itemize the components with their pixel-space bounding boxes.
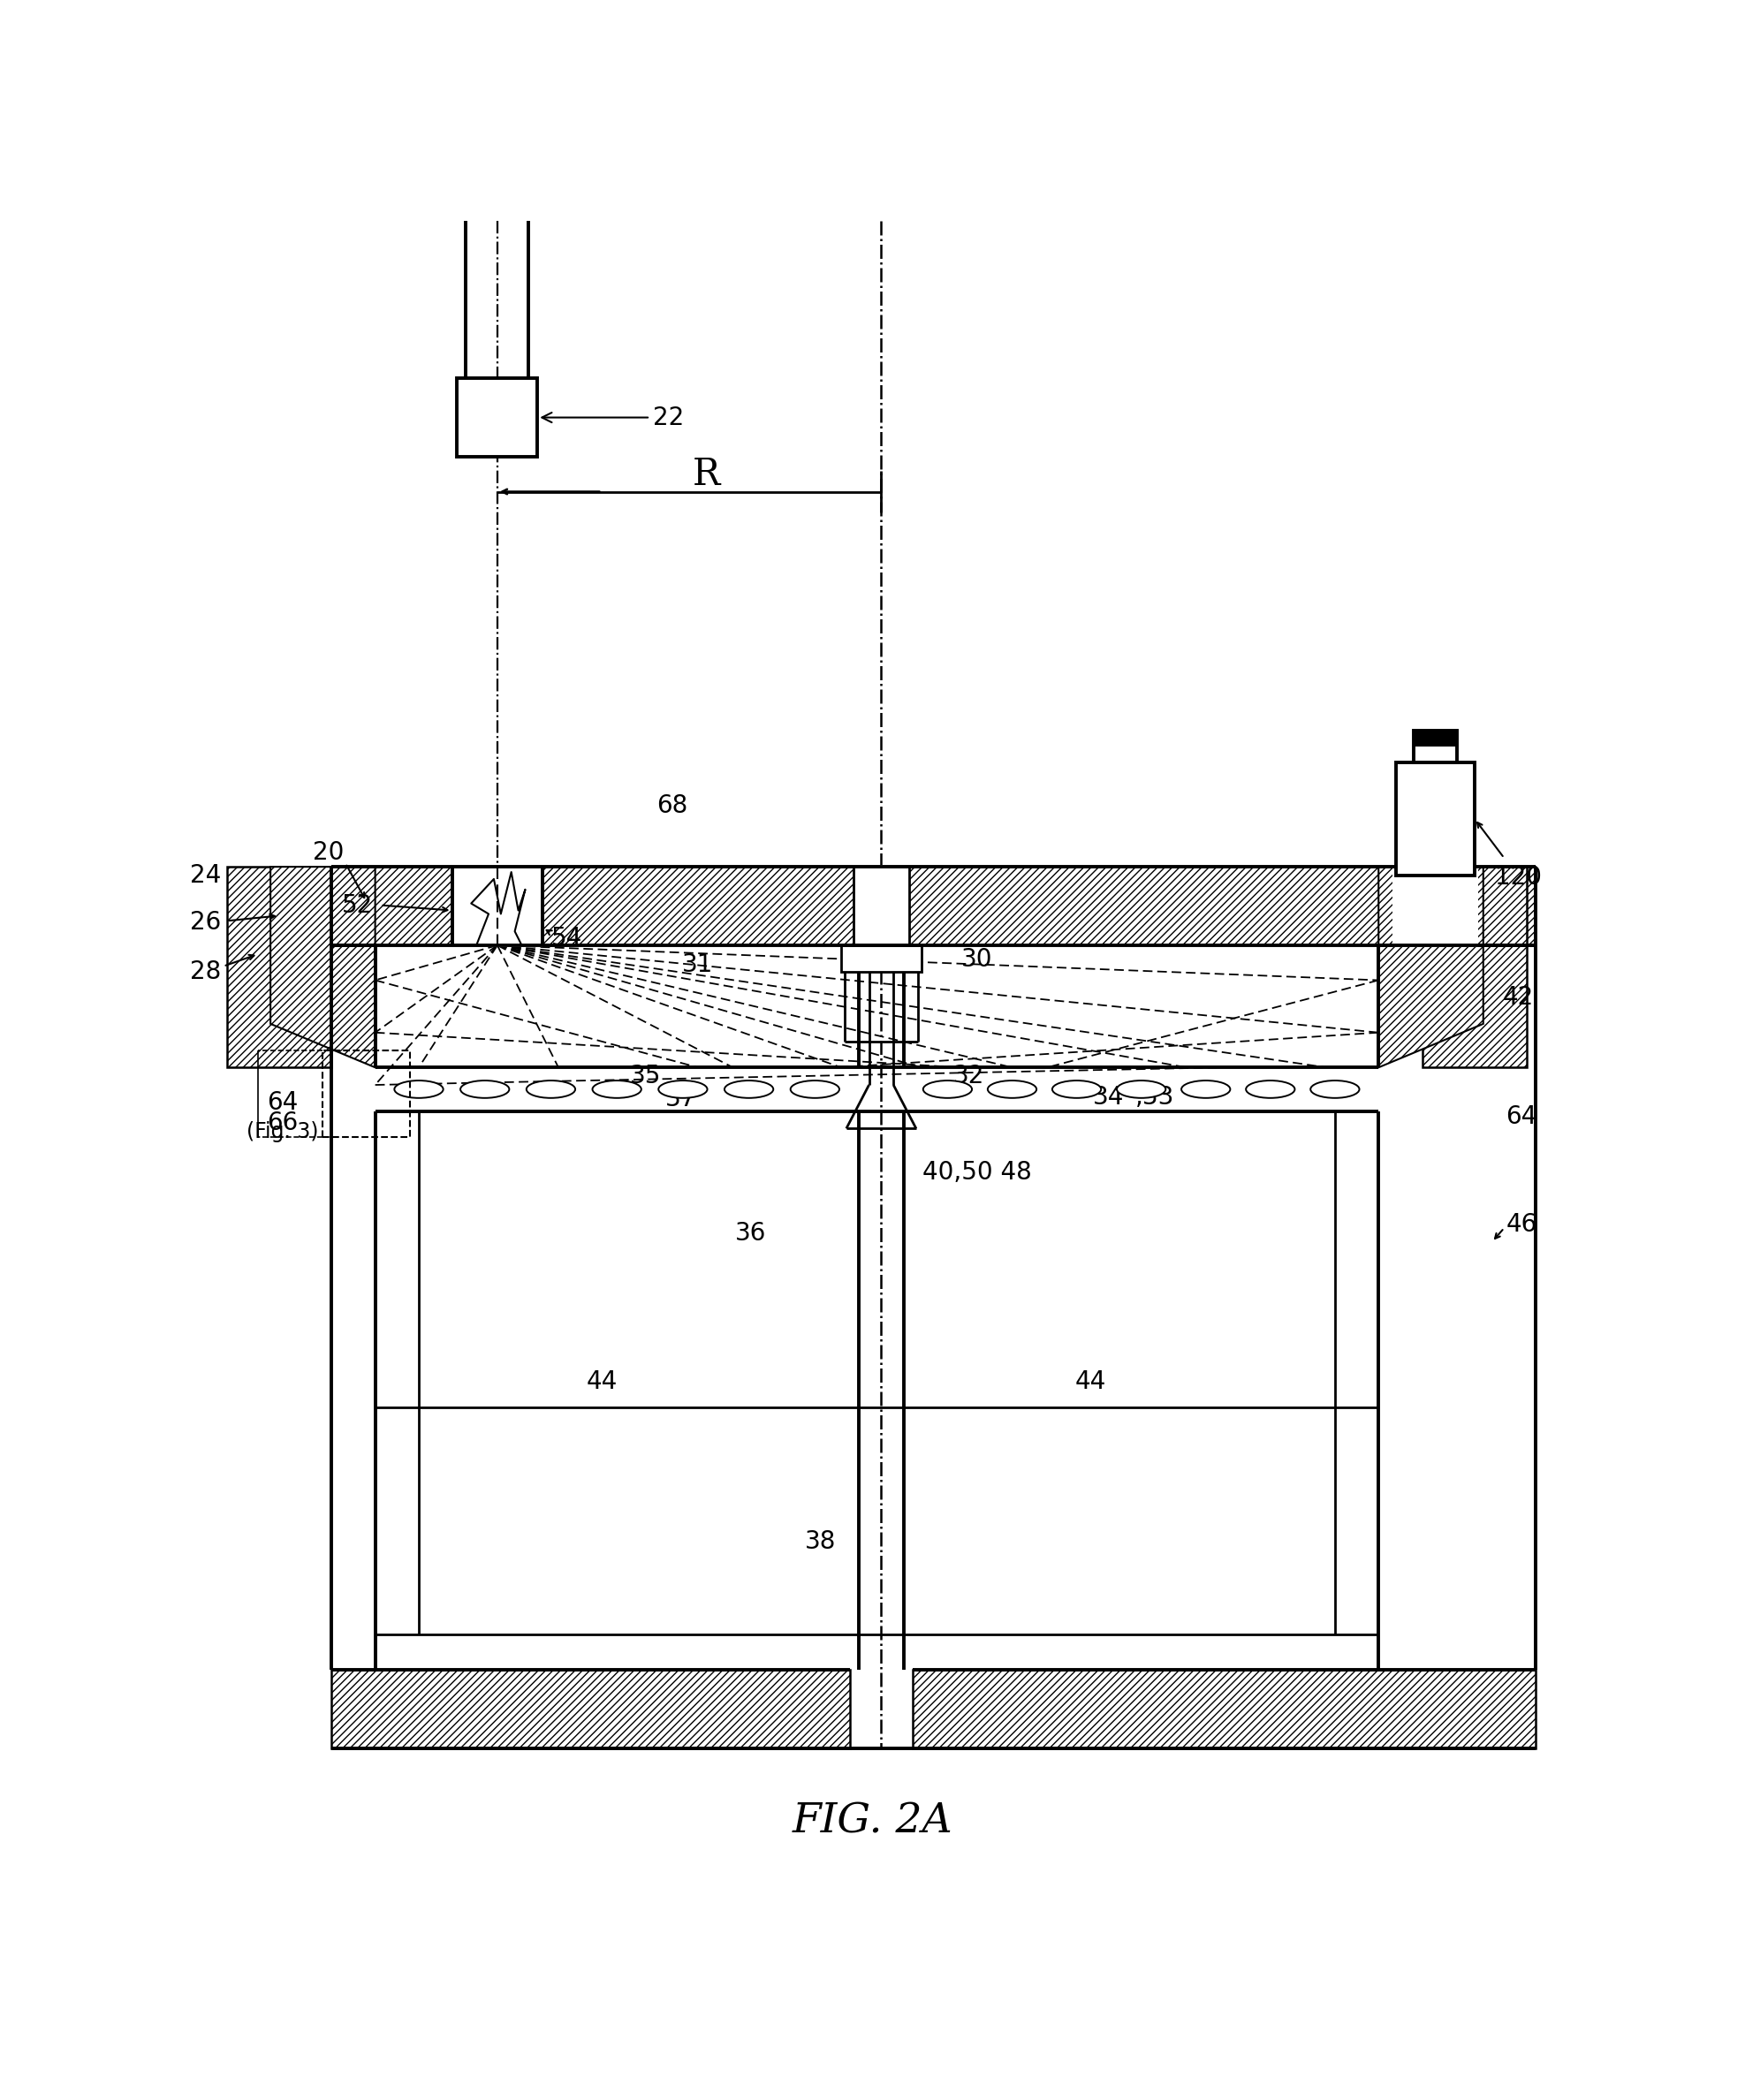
- Text: 34: 34: [1092, 1086, 1124, 1109]
- Bar: [323, 1050, 410, 1138]
- Ellipse shape: [658, 1082, 707, 1098]
- Bar: [841, 945, 921, 972]
- Ellipse shape: [527, 1082, 576, 1098]
- Polygon shape: [270, 867, 375, 1067]
- Text: 68: 68: [656, 794, 688, 819]
- Ellipse shape: [790, 1082, 839, 1098]
- Text: 22: 22: [543, 405, 684, 430]
- Text: 44: 44: [586, 1369, 618, 1394]
- Text: R: R: [693, 456, 721, 493]
- Bar: [1396, 762, 1475, 876]
- Bar: [332, 1670, 850, 1747]
- Ellipse shape: [1117, 1082, 1166, 1098]
- Bar: [332, 867, 1536, 945]
- Text: 38: 38: [804, 1529, 836, 1554]
- Text: 37: 37: [665, 1086, 696, 1111]
- Text: 44: 44: [1075, 1369, 1106, 1394]
- Text: 31: 31: [682, 951, 714, 977]
- Text: 64: 64: [1506, 1105, 1537, 1128]
- Bar: [913, 1670, 1536, 1747]
- Ellipse shape: [1181, 1082, 1230, 1098]
- Text: 40,50 48: 40,50 48: [923, 1159, 1031, 1184]
- Text: 24: 24: [190, 863, 222, 888]
- Text: ,33: ,33: [1136, 1086, 1174, 1109]
- Text: 30: 30: [961, 947, 993, 972]
- Bar: [452, 865, 543, 947]
- Bar: [1393, 865, 1478, 947]
- Text: 32: 32: [953, 1065, 984, 1088]
- Text: 36: 36: [735, 1220, 766, 1245]
- Ellipse shape: [988, 1082, 1037, 1098]
- Text: 120: 120: [1495, 865, 1541, 890]
- Text: 46: 46: [1506, 1212, 1537, 1237]
- Polygon shape: [1379, 867, 1483, 1067]
- Ellipse shape: [394, 1082, 443, 1098]
- Ellipse shape: [1310, 1082, 1359, 1098]
- Text: 26: 26: [190, 909, 222, 935]
- Ellipse shape: [461, 1082, 510, 1098]
- Text: 35: 35: [630, 1065, 661, 1088]
- Text: 20: 20: [312, 840, 344, 865]
- Text: 28: 28: [190, 960, 222, 985]
- Text: 66: 66: [267, 1111, 298, 1136]
- Ellipse shape: [724, 1082, 773, 1098]
- Text: 64: 64: [267, 1090, 298, 1115]
- Text: FIG. 2A: FIG. 2A: [792, 1802, 953, 1842]
- Bar: [227, 867, 332, 1067]
- Bar: [457, 378, 537, 458]
- Bar: [853, 865, 909, 947]
- Bar: [1413, 731, 1457, 762]
- Text: 52: 52: [342, 892, 373, 918]
- Ellipse shape: [1052, 1082, 1101, 1098]
- Bar: [1422, 867, 1527, 1067]
- Ellipse shape: [923, 1082, 972, 1098]
- Bar: [1413, 731, 1457, 745]
- Ellipse shape: [1246, 1082, 1295, 1098]
- Text: (Fig. 3): (Fig. 3): [246, 1121, 319, 1142]
- Text: 54: 54: [551, 926, 583, 951]
- Text: 42: 42: [1502, 985, 1534, 1010]
- Ellipse shape: [592, 1082, 640, 1098]
